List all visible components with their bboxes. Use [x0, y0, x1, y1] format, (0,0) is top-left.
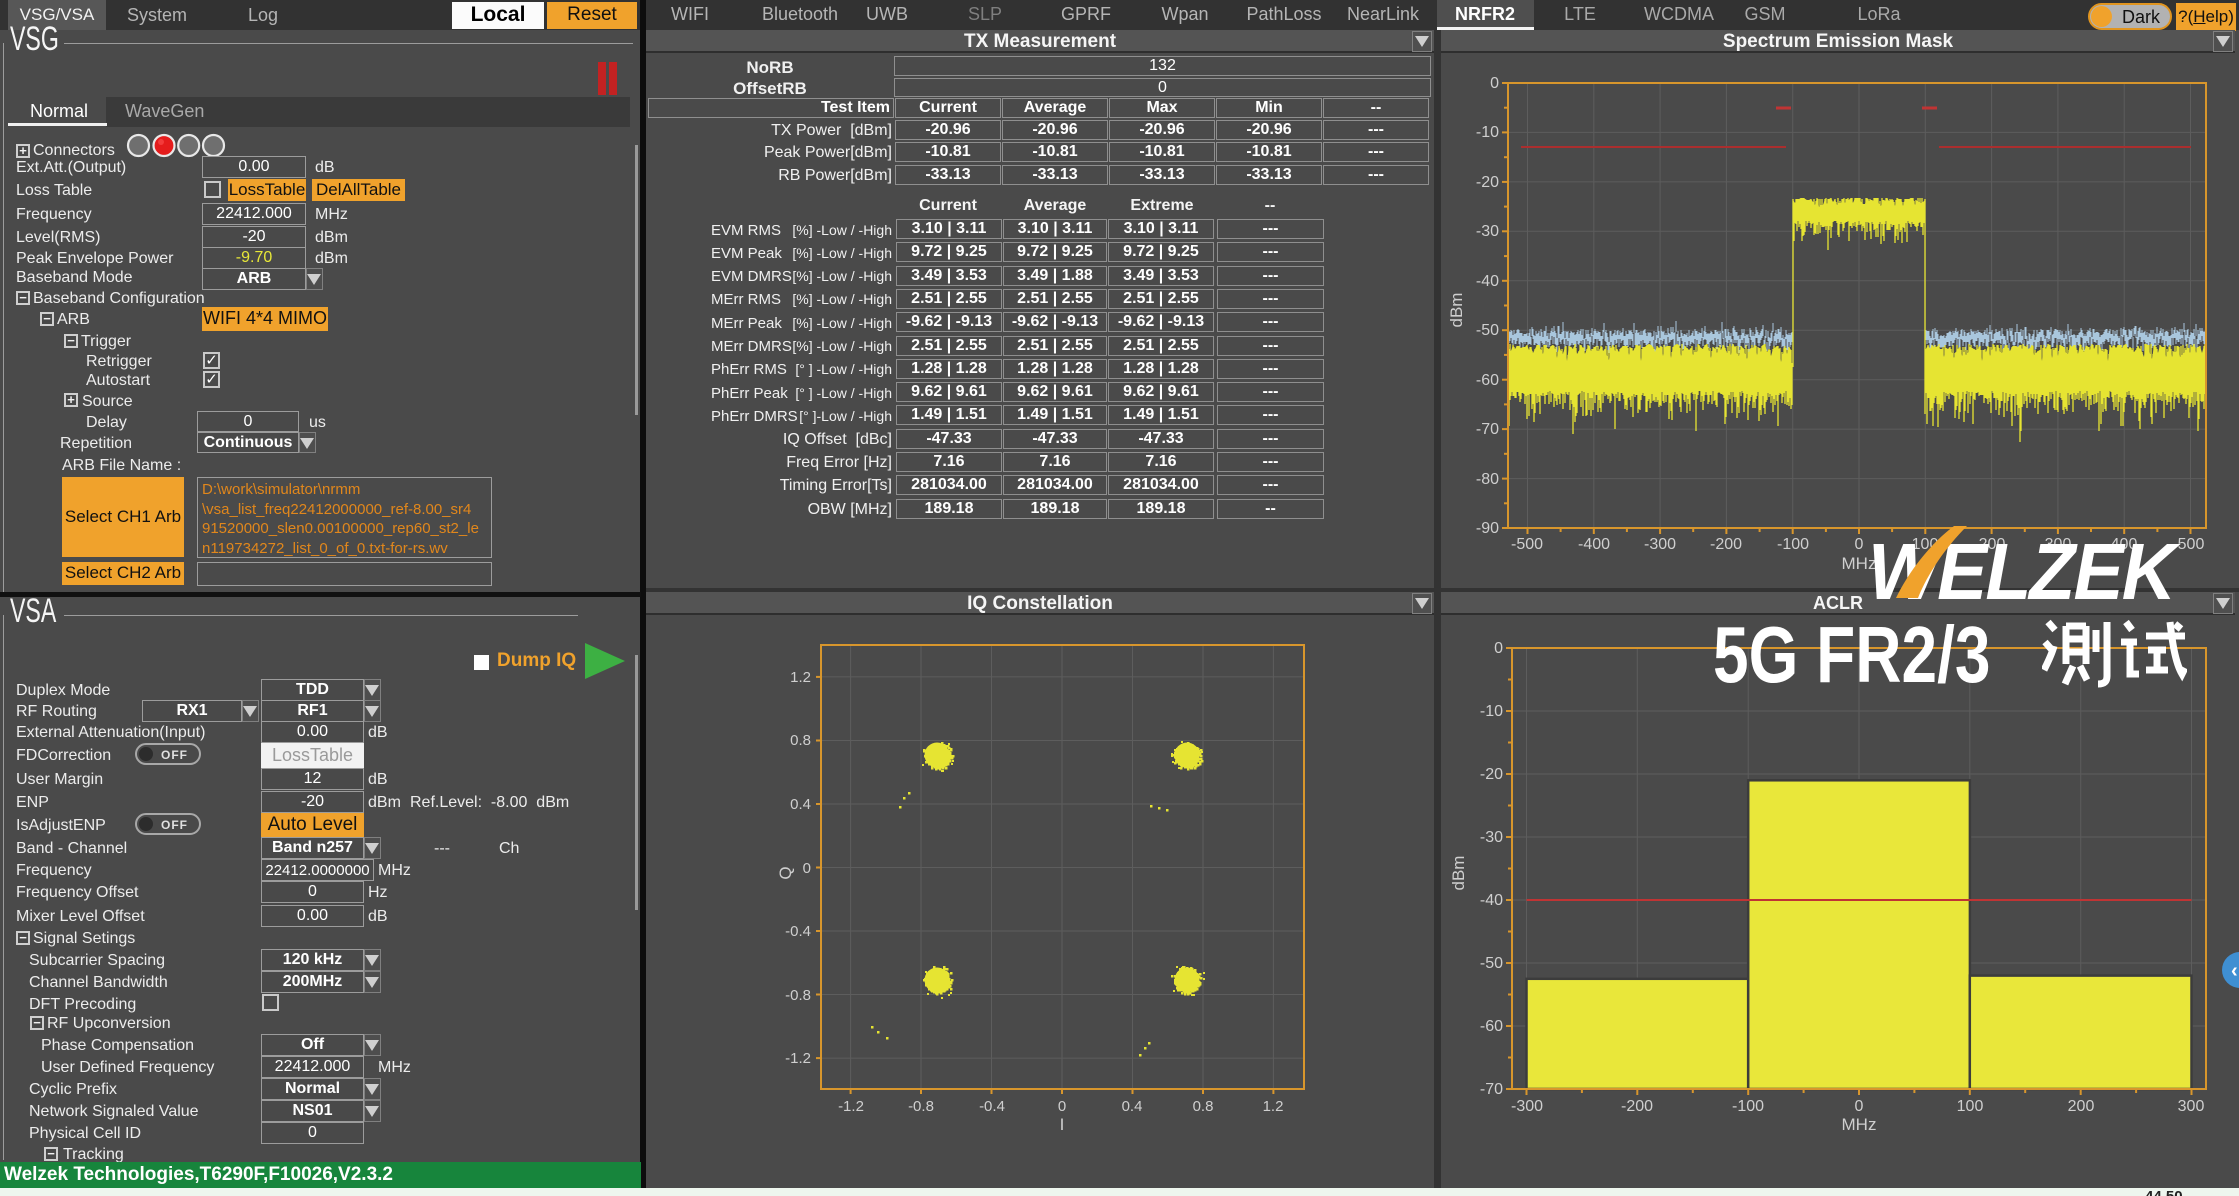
svg-text:0: 0: [1494, 640, 1503, 657]
svg-text:MHz: MHz: [1842, 554, 1877, 573]
svg-text:-300: -300: [1644, 536, 1676, 553]
svg-text:100: 100: [1957, 1098, 1984, 1115]
svg-text:-60: -60: [1480, 1018, 1503, 1035]
svg-text:-70: -70: [1480, 1081, 1503, 1098]
svg-text:1.2: 1.2: [1263, 1098, 1284, 1115]
svg-text:-100: -100: [1732, 1098, 1764, 1115]
svg-text:-100: -100: [1777, 536, 1809, 553]
svg-text:-10: -10: [1480, 703, 1503, 720]
svg-text:-0.8: -0.8: [908, 1098, 934, 1115]
svg-text:-50: -50: [1476, 322, 1499, 339]
svg-text:-1.2: -1.2: [785, 1050, 811, 1067]
svg-text:-40: -40: [1480, 892, 1503, 909]
svg-text:200: 200: [1979, 536, 2006, 553]
svg-text:-20: -20: [1476, 174, 1499, 191]
svg-text:-60: -60: [1476, 372, 1499, 389]
svg-text:-30: -30: [1480, 829, 1503, 846]
svg-text:-40: -40: [1476, 273, 1499, 290]
svg-text:-500: -500: [1511, 536, 1543, 553]
svg-text:-80: -80: [1476, 471, 1499, 488]
svg-text:-20: -20: [1480, 766, 1503, 783]
svg-text:-400: -400: [1578, 536, 1610, 553]
svg-text:MHz: MHz: [1842, 1115, 1877, 1134]
svg-text:0: 0: [1855, 536, 1864, 553]
svg-text:-30: -30: [1476, 223, 1499, 240]
svg-text:0.4: 0.4: [1122, 1098, 1143, 1115]
svg-text:Q: Q: [776, 866, 795, 879]
svg-text:0.8: 0.8: [790, 732, 811, 749]
svg-text:500: 500: [2178, 536, 2205, 553]
svg-text:‹: ‹: [2231, 960, 2238, 982]
svg-text:0: 0: [1490, 75, 1499, 92]
svg-text:400: 400: [2111, 536, 2138, 553]
svg-text:-0.4: -0.4: [785, 923, 811, 940]
svg-text:0.4: 0.4: [790, 796, 811, 813]
svg-text:-0.4: -0.4: [979, 1098, 1005, 1115]
svg-text:0: 0: [1058, 1098, 1066, 1115]
svg-text:-1.2: -1.2: [838, 1098, 864, 1115]
svg-text:-10: -10: [1476, 124, 1499, 141]
svg-text:-200: -200: [1710, 536, 1742, 553]
svg-text:I: I: [1060, 1115, 1065, 1134]
svg-text:-300: -300: [1511, 1098, 1543, 1115]
svg-text:-50: -50: [1480, 955, 1503, 972]
svg-text:0: 0: [803, 860, 811, 877]
svg-text:1.2: 1.2: [790, 669, 811, 686]
svg-text:200: 200: [2068, 1098, 2095, 1115]
svg-text:0.8: 0.8: [1193, 1098, 1214, 1115]
svg-text:dBm: dBm: [1447, 293, 1466, 328]
svg-text:dBm: dBm: [1449, 856, 1468, 891]
svg-text:-70: -70: [1476, 421, 1499, 438]
svg-text:300: 300: [2178, 1098, 2205, 1115]
svg-text:-200: -200: [1621, 1098, 1653, 1115]
svg-text:-0.8: -0.8: [785, 987, 811, 1004]
svg-text:0: 0: [1855, 1098, 1864, 1115]
svg-text:-90: -90: [1476, 520, 1499, 537]
svg-text:300: 300: [2045, 536, 2072, 553]
